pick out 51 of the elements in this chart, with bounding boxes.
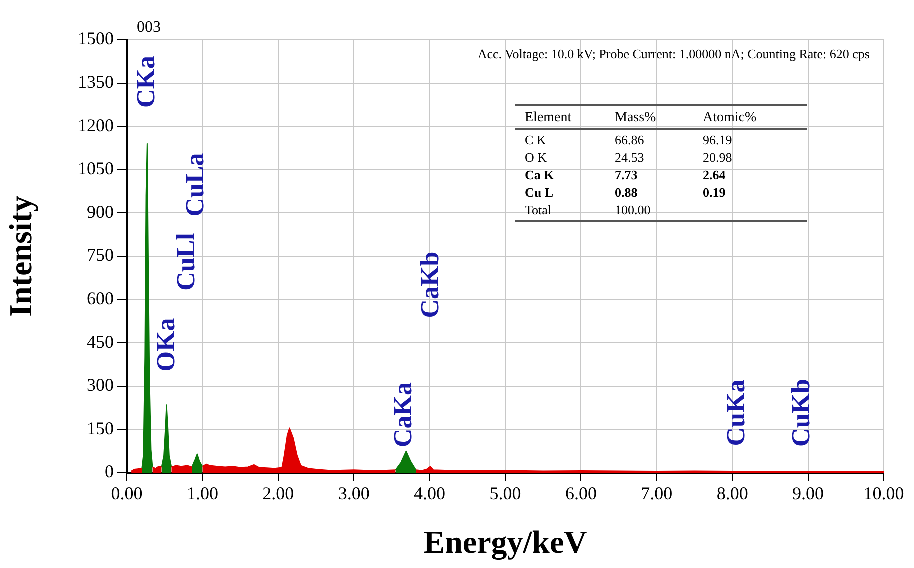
annotation: CuLl — [172, 233, 201, 291]
y-tick-label: 1050 — [78, 158, 114, 179]
annotation: 2.64 — [703, 167, 726, 182]
y-axis-title: Intensity — [2, 196, 38, 317]
annotation: Cu L — [525, 184, 554, 200]
x-tick-label: 4.00 — [414, 484, 446, 504]
y-tick-label: 300 — [87, 375, 114, 396]
annotation: Element — [525, 110, 572, 126]
y-tick-label: 450 — [87, 332, 114, 352]
annotation: 24.53 — [615, 150, 644, 165]
x-tick-label: 8.00 — [716, 484, 748, 504]
annotation: O K — [525, 150, 548, 165]
x-tick-label: 10.00 — [864, 484, 904, 504]
annotation: CuKa — [722, 380, 751, 446]
x-tick-label: 0.00 — [111, 484, 143, 504]
x-tick-label: 3.00 — [338, 484, 370, 504]
x-tick-label: 2.00 — [262, 484, 294, 504]
annotation: CKa — [132, 56, 161, 108]
y-tick-label: 900 — [87, 202, 114, 222]
x-tick-label: 6.00 — [565, 484, 597, 504]
annotation: 20.98 — [703, 150, 732, 165]
annotation: CuLa — [180, 153, 210, 217]
annotation: 7.73 — [615, 167, 638, 182]
annotation: CuKb — [786, 379, 816, 447]
x-tick-label: 7.00 — [641, 484, 673, 504]
annotation: Atomic% — [703, 110, 757, 126]
y-tick-label: 600 — [87, 288, 114, 309]
y-tick-label: 1500 — [78, 28, 114, 49]
x-tick-label: 9.00 — [792, 484, 824, 504]
annotation: Ca K — [525, 167, 556, 182]
annotation: 100.00 — [615, 202, 651, 218]
y-tick-label: 750 — [87, 245, 114, 266]
chart-title: 003 — [137, 19, 161, 36]
y-tick-label: 0 — [105, 462, 114, 482]
annotation: Mass% — [615, 110, 657, 126]
y-tick-label: 1350 — [78, 72, 114, 92]
annotation: Total — [525, 202, 552, 218]
x-tick-label: 5.00 — [490, 484, 522, 504]
annotation: OKa — [152, 318, 181, 372]
annotation: C K — [525, 132, 547, 148]
x-axis-title: Energy/keV — [424, 524, 588, 562]
annotation: 66.86 — [615, 132, 645, 148]
y-tick-label: 150 — [87, 418, 114, 438]
y-tick-label: 1200 — [78, 115, 114, 136]
x-tick-label: 1.00 — [186, 484, 218, 504]
annotation: CaKb — [416, 252, 445, 318]
annotation: 96.19 — [703, 132, 732, 148]
annotation: 0.88 — [615, 184, 638, 200]
annotation: CaKa — [388, 382, 418, 448]
annotation: Acc. Voltage: 10.0 kV; Probe Current: 1.00000 nA; Counting Rate: 620 cps — [478, 46, 870, 62]
annotation: 0.19 — [703, 184, 726, 200]
